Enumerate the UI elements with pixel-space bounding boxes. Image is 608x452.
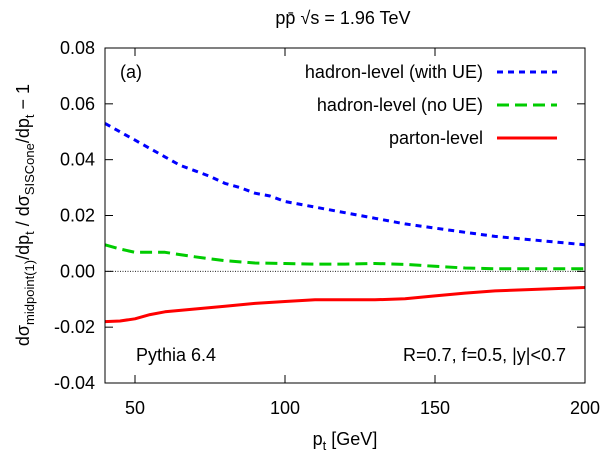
x-tick-label: 50 xyxy=(125,398,145,418)
y-tick-label: 0.02 xyxy=(60,206,95,226)
y-tick-label: 0.04 xyxy=(60,150,95,170)
x-axis-label: pt [GeV] xyxy=(313,429,378,452)
legend-label: hadron-level (with UE) xyxy=(305,62,483,82)
legend: hadron-level (with UE) hadron-level (no U… xyxy=(305,62,557,148)
series-line-parton-level xyxy=(104,286,586,324)
chart-title: pp̄ √s = 1.96 TeV xyxy=(275,8,410,28)
x-tick-label: 150 xyxy=(420,398,450,418)
x-tick-label: 200 xyxy=(570,398,600,418)
panel-label: (a) xyxy=(120,62,142,82)
series-line-hadron-level-no-ue xyxy=(104,243,585,271)
y-tick-label: 0.08 xyxy=(60,38,95,58)
annotation-generator: Pythia 6.4 xyxy=(136,345,216,365)
x-tick-label: 100 xyxy=(270,398,300,418)
y-tick-label: 0.00 xyxy=(60,261,95,281)
series-line-hadron-level-with-ue xyxy=(104,122,586,247)
plot-frame xyxy=(104,47,586,384)
y-axis-label: dσmidpoint(1)/dpt / dσSISCone/dpt − 1 xyxy=(13,84,37,346)
annotation-params: R=0.7, f=0.5, |y|<0.7 xyxy=(403,345,566,365)
axes: -0.04 -0.02 0.00 0.02 0.04 0.06 0.08 50 100 150 20… xyxy=(54,38,600,418)
legend-label: hadron-level (no UE) xyxy=(317,95,483,115)
y-tick-label: -0.02 xyxy=(54,317,95,337)
legend-label: parton-level xyxy=(389,128,483,148)
y-tick-label: 0.06 xyxy=(60,94,95,114)
y-tick-label: -0.04 xyxy=(54,373,95,393)
series-lines xyxy=(104,122,586,324)
